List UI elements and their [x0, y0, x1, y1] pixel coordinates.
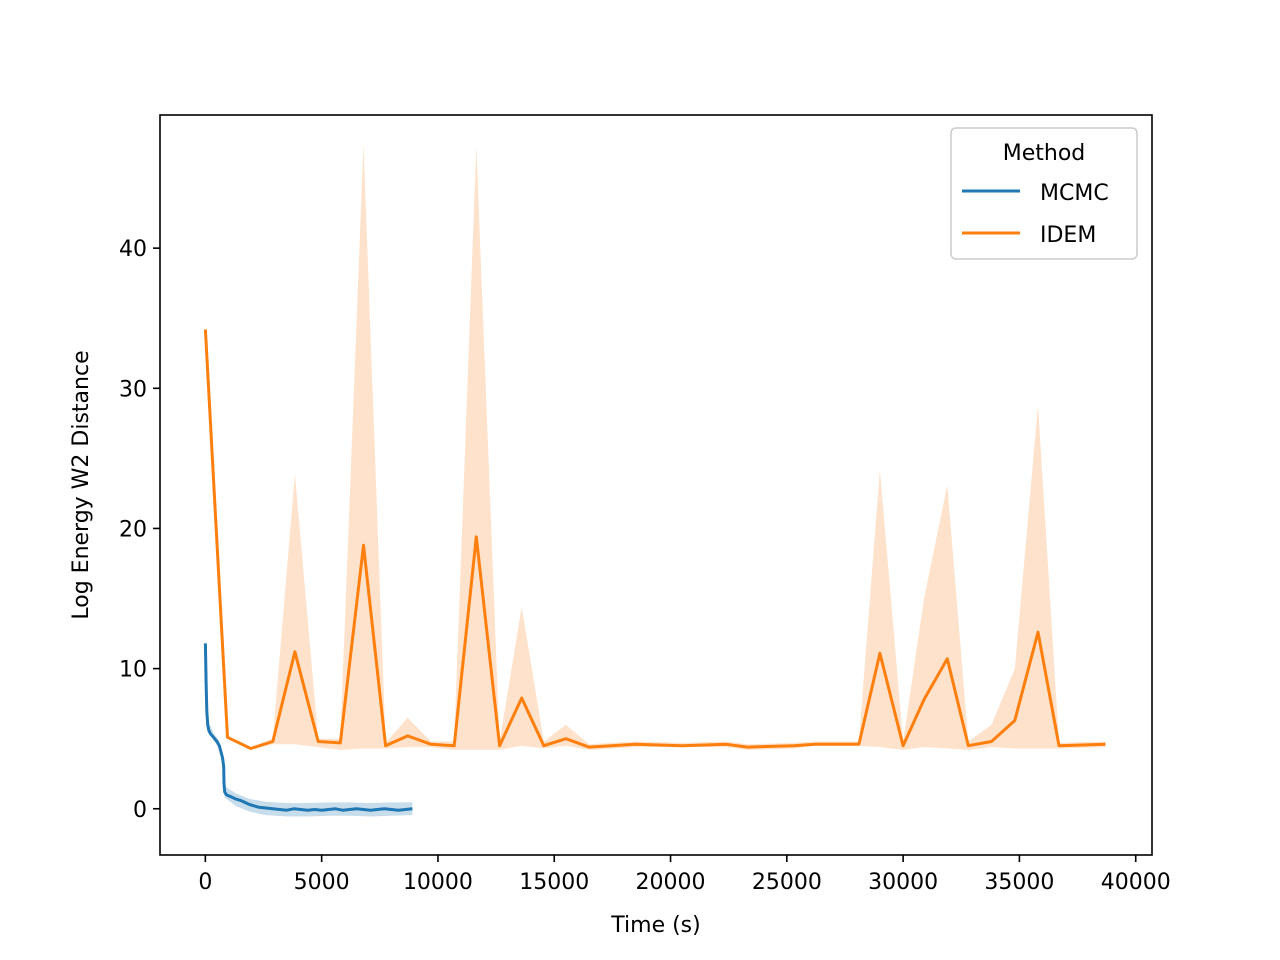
legend-label-idem: IDEM — [1040, 223, 1096, 248]
legend-box — [950, 127, 1138, 260]
series-lines — [203, 329, 1106, 812]
y-tick-label: 0 — [133, 798, 147, 823]
x-tick-label: 15000 — [519, 870, 589, 895]
x-tick-label: 10000 — [403, 870, 473, 895]
x-axis-label: Time (s) — [610, 913, 700, 938]
y-axis-ticks: 0 10 20 30 40 — [119, 237, 160, 823]
line-idem — [203, 329, 1106, 750]
x-tick-label: 20000 — [636, 870, 706, 895]
line-mcmc — [203, 643, 413, 812]
legend: Method MCMC IDEM — [950, 127, 1138, 260]
x-tick-label: 0 — [198, 870, 212, 895]
x-axis-ticks: 0 5000 10000 15000 20000 25000 30000 35000 40000 — [198, 855, 1171, 895]
confidence-bands — [205, 144, 1106, 817]
y-axis-label: Log Energy W2 Distance — [69, 350, 94, 619]
x-tick-label: 30000 — [868, 870, 938, 895]
band-idem — [205, 144, 1106, 750]
x-tick-label: 40000 — [1101, 870, 1171, 895]
x-tick-label: 35000 — [984, 870, 1054, 895]
y-tick-label: 20 — [119, 517, 147, 542]
x-tick-label: 5000 — [294, 870, 350, 895]
legend-label-mcmc: MCMC — [1040, 181, 1109, 206]
y-tick-label: 40 — [119, 237, 147, 262]
y-tick-label: 10 — [119, 658, 147, 683]
band-mcmc — [205, 635, 413, 817]
y-tick-label: 30 — [119, 377, 147, 402]
plot-frame — [159, 114, 1153, 856]
legend-title: Method — [1003, 141, 1086, 166]
x-tick-label: 25000 — [752, 870, 822, 895]
